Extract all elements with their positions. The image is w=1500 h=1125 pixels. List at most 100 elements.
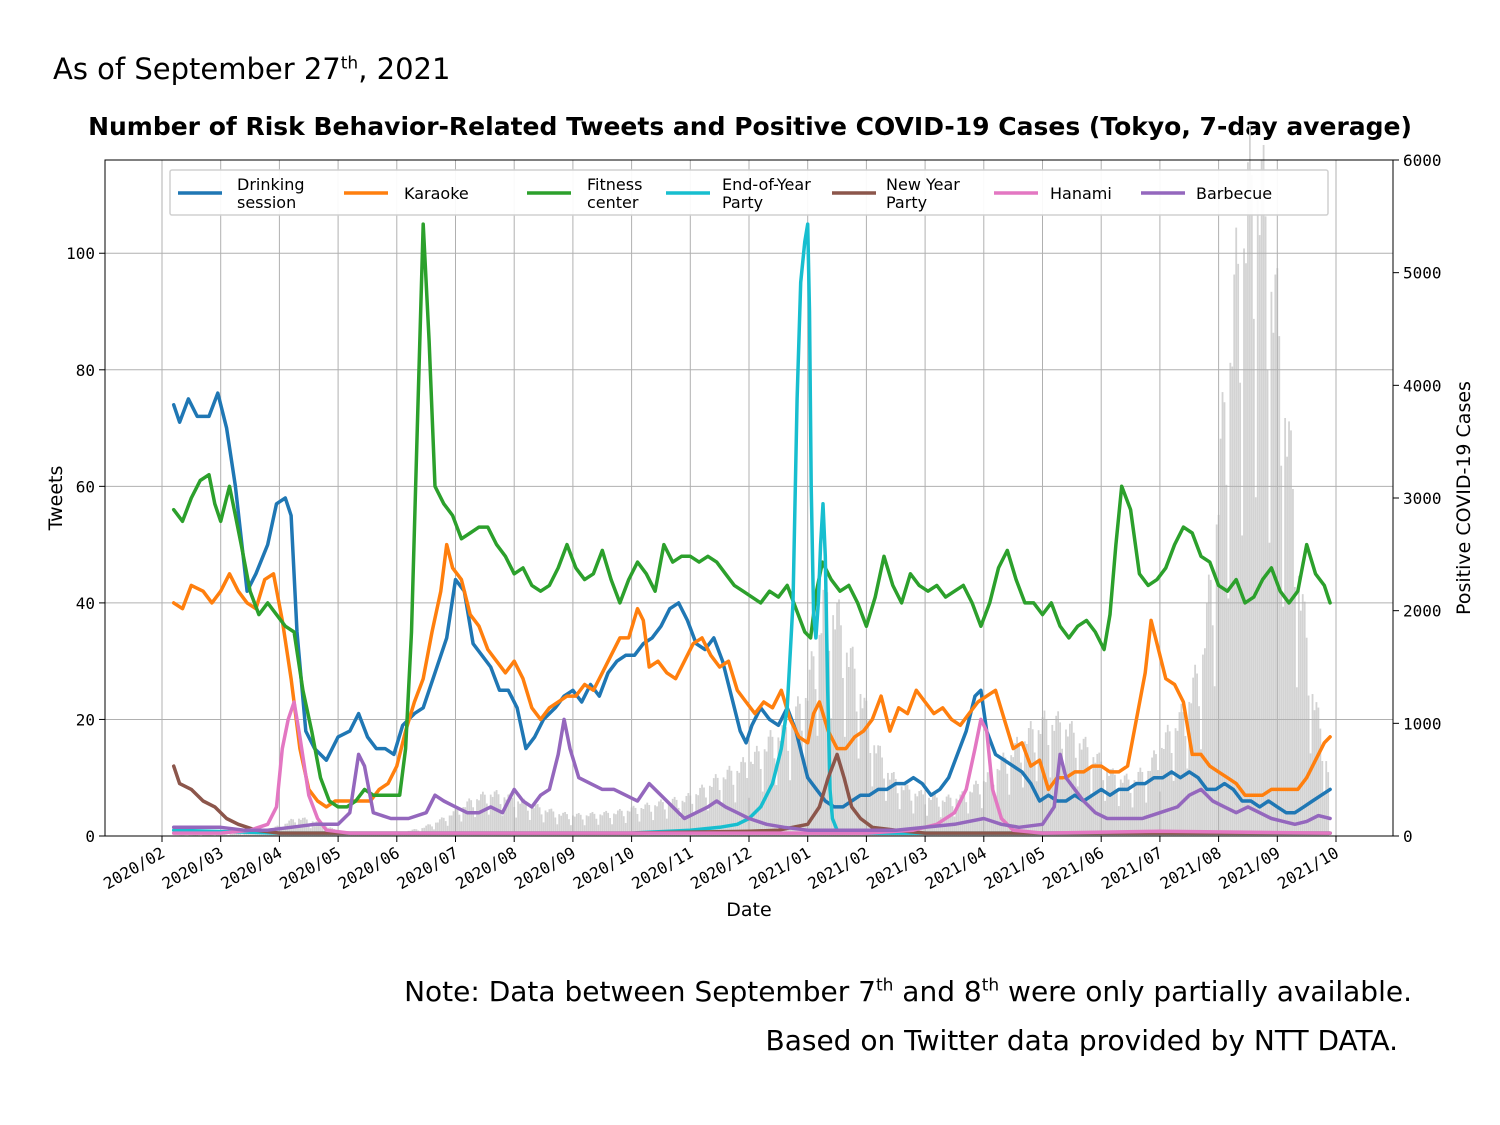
cases-bar	[317, 821, 320, 836]
cases-bar	[425, 825, 428, 836]
cases-bar	[693, 814, 696, 836]
cases-bar	[1039, 733, 1042, 836]
cases-bar	[1127, 779, 1130, 836]
cases-bar	[728, 765, 731, 836]
cases-bar	[528, 819, 531, 836]
cases-bar	[955, 798, 958, 836]
cases-bar	[284, 823, 287, 836]
cases-bar	[440, 817, 443, 836]
cases-bar	[587, 816, 590, 836]
cases-bar	[532, 808, 535, 836]
cases-bar	[1284, 418, 1287, 836]
cases-bar	[1025, 743, 1028, 836]
cases-bar	[1072, 732, 1075, 836]
cases-bar	[1168, 731, 1171, 836]
cases-bar	[237, 833, 240, 836]
cases-bar	[239, 833, 242, 836]
cases-bar	[429, 824, 431, 836]
x-tick-label: 2020/05	[276, 843, 344, 893]
cases-bar	[922, 794, 925, 836]
cases-bar	[507, 794, 510, 836]
cases-bar	[687, 793, 690, 836]
cases-bar	[458, 814, 461, 836]
cases-bar	[640, 808, 643, 836]
cases-bar	[1002, 752, 1005, 836]
cases-bar	[380, 833, 383, 836]
cases-bar	[808, 669, 811, 836]
cases-bar	[820, 633, 823, 836]
cases-bar	[300, 819, 302, 836]
y-tick-label: 80	[76, 361, 95, 380]
cases-bar	[951, 806, 954, 836]
cases-bar	[253, 832, 255, 836]
legend-label: Drinking session	[237, 175, 305, 212]
cases-bar	[1229, 362, 1232, 836]
y-tick-label: 0	[85, 827, 95, 846]
cases-bar	[971, 792, 973, 836]
x-tick-label: 2020/03	[159, 843, 227, 893]
cases-bar	[1106, 770, 1108, 836]
cases-bar	[1135, 781, 1138, 836]
cases-bar	[595, 818, 598, 836]
x-tick-label: 2021/08	[1157, 843, 1225, 893]
cases-bar	[217, 834, 220, 836]
cases-bar	[497, 794, 500, 836]
cases-bar	[624, 822, 627, 836]
cases-bar	[464, 807, 467, 836]
cases-bar	[215, 834, 218, 836]
cases-bar	[1243, 248, 1245, 836]
cases-bar	[1020, 762, 1022, 836]
cases-bar	[648, 805, 651, 836]
cases-bar	[802, 765, 805, 836]
cases-bar	[800, 730, 803, 836]
cases-bar	[1076, 786, 1079, 836]
cases-bar	[967, 813, 970, 836]
cases-bar	[718, 790, 721, 836]
y2-tick-label: 6000	[1403, 151, 1442, 170]
x-tick-label: 2020/07	[394, 843, 462, 893]
cases-bar	[759, 768, 762, 836]
cases-bar	[834, 629, 836, 836]
cases-bar	[744, 762, 746, 836]
x-tick-label: 2020/11	[628, 843, 696, 893]
cases-bar	[1274, 274, 1277, 836]
cases-bar	[581, 819, 584, 836]
cases-bar	[208, 834, 210, 836]
cases-bar	[978, 794, 981, 836]
cases-bar	[632, 805, 635, 836]
cases-bar	[501, 815, 504, 836]
y2-tick-label: 2000	[1403, 602, 1442, 621]
cases-bar	[961, 791, 964, 836]
y2-tick-label: 5000	[1403, 264, 1442, 283]
cases-bar	[710, 786, 713, 836]
cases-bar	[360, 833, 363, 836]
cases-bar	[1225, 484, 1228, 836]
cases-bar	[255, 833, 257, 836]
cases-bar	[1078, 743, 1081, 836]
cases-bar	[816, 735, 819, 836]
cases-bar	[235, 833, 238, 836]
x-tick-label: 2020/02	[100, 843, 168, 893]
cases-bar	[842, 677, 844, 836]
y2-axis: 0 1000 2000 3000 4000 5000 6000	[1393, 151, 1442, 846]
cases-bar	[977, 783, 979, 836]
cases-bar	[845, 652, 848, 836]
cases-bar	[1200, 749, 1202, 836]
cases-bar	[1037, 730, 1040, 836]
cases-bar	[1160, 747, 1163, 836]
cases-bar	[990, 771, 993, 836]
legend-label-line: New Year	[886, 175, 960, 194]
cases-bar	[538, 807, 541, 836]
cases-bar	[435, 822, 437, 836]
cases-bar	[881, 757, 883, 836]
legend-label-line: Karaoke	[404, 184, 469, 203]
y2-axis-label: Positive COVID-19 Cases	[1453, 381, 1475, 615]
cases-bar	[1294, 587, 1296, 836]
legend-label-line: Party	[722, 193, 763, 212]
cases-bar	[1327, 772, 1330, 836]
cases-bar	[1213, 686, 1216, 836]
cases-bar	[362, 834, 365, 836]
cases-bar	[462, 807, 465, 836]
x-tick-label: 2021/03	[863, 843, 931, 893]
cases-bar	[783, 718, 786, 836]
